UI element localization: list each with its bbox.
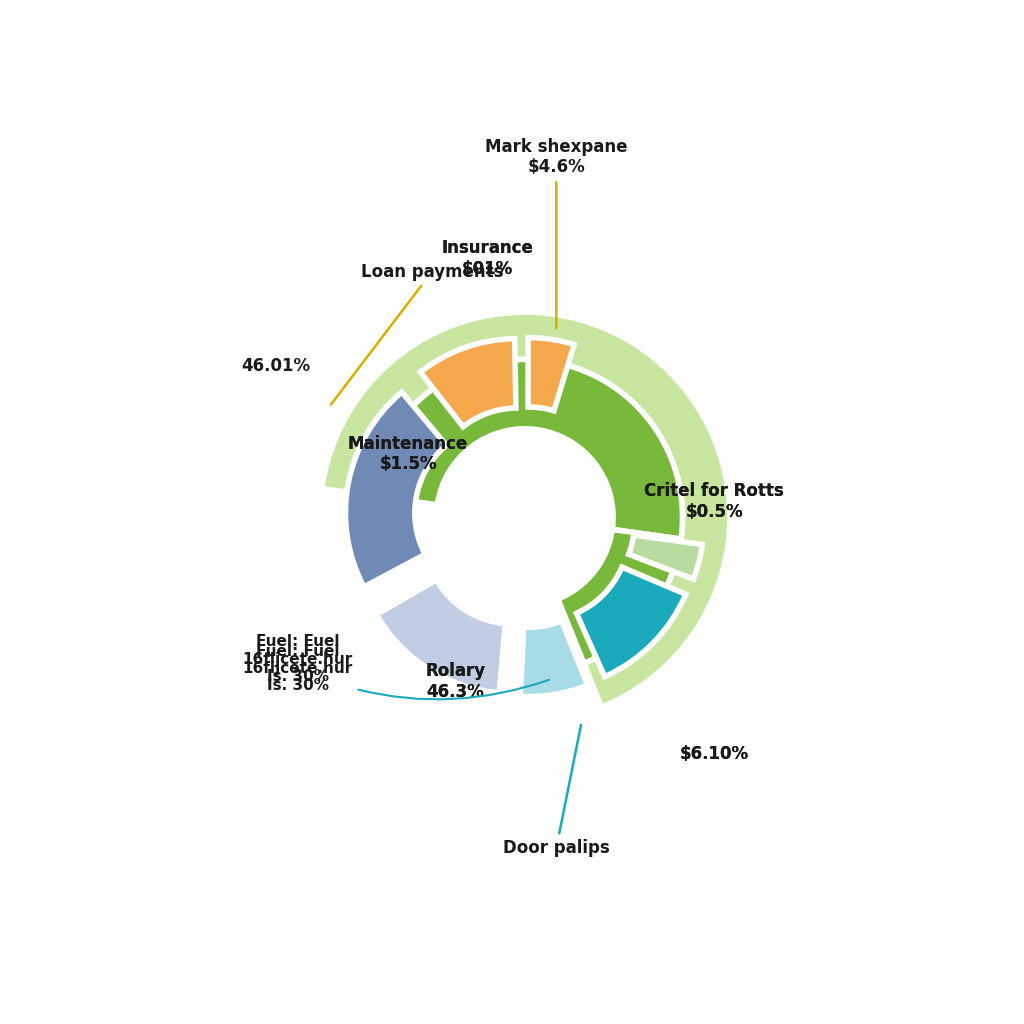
Wedge shape: [577, 567, 686, 677]
Text: Fuel: Fuel
16fijcete.hur
Is. 30%: Fuel: Fuel 16fijcete.hur Is. 30%: [243, 644, 549, 699]
Text: Rolary
46.3%: Rolary 46.3%: [425, 662, 485, 700]
Text: Maintenance
$1.5%: Maintenance $1.5%: [348, 434, 468, 473]
Text: Fuel: Fuel
16fijcete.hur
Is. 30%: Fuel: Fuel 16fijcete.hur Is. 30%: [243, 634, 353, 684]
Wedge shape: [558, 529, 681, 664]
Text: Insurance
$01%: Insurance $01%: [441, 239, 532, 278]
Wedge shape: [345, 392, 446, 587]
Text: Maintenance
$1.5%: Maintenance $1.5%: [348, 434, 468, 473]
Wedge shape: [629, 535, 702, 580]
Text: Mark shexpane
$4.6%: Mark shexpane $4.6%: [485, 137, 628, 329]
Text: 46.01%: 46.01%: [241, 356, 310, 375]
Wedge shape: [322, 312, 730, 708]
Wedge shape: [377, 580, 505, 693]
Text: Loan payments: Loan payments: [331, 262, 504, 404]
Text: Critel for Rotts
$0.5%: Critel for Rotts $0.5%: [644, 482, 784, 521]
Wedge shape: [520, 621, 588, 696]
Wedge shape: [420, 339, 516, 427]
Text: $6.10%: $6.10%: [680, 744, 749, 763]
Text: Rolary
46.3%: Rolary 46.3%: [425, 662, 485, 700]
Text: Critel for Rotts
$0.5%: Critel for Rotts $0.5%: [644, 482, 784, 521]
Wedge shape: [528, 338, 574, 411]
Wedge shape: [369, 359, 682, 539]
Text: Insurance
$01%: Insurance $01%: [441, 239, 532, 278]
Text: $6.10%: $6.10%: [680, 744, 749, 763]
Text: Door palips: Door palips: [503, 725, 609, 857]
